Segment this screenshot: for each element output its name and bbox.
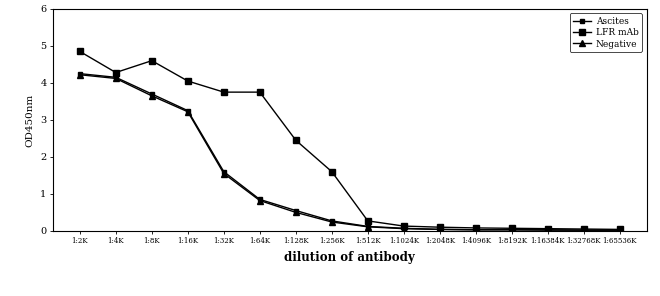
Ascites	[112, 75, 119, 79]
Ascites	[472, 228, 480, 231]
Negative	[292, 211, 300, 214]
LFR mAb	[544, 227, 552, 230]
Ascites	[184, 109, 192, 112]
LFR mAb	[400, 224, 408, 228]
Ascites	[544, 228, 552, 231]
LFR mAb	[616, 228, 624, 231]
Negative	[256, 199, 264, 202]
LFR mAb	[76, 50, 84, 53]
LFR mAb	[148, 59, 156, 62]
LFR mAb	[184, 79, 192, 83]
Ascites	[256, 198, 264, 201]
Negative	[364, 225, 372, 229]
Negative	[76, 73, 84, 76]
Ascites	[364, 225, 372, 228]
X-axis label: dilution of antibody: dilution of antibody	[284, 251, 415, 264]
LFR mAb	[508, 226, 515, 230]
Ascites	[292, 209, 300, 212]
Ascites	[76, 72, 84, 75]
Y-axis label: OD450nm: OD450nm	[26, 93, 35, 147]
Negative	[436, 228, 444, 231]
LFR mAb	[256, 90, 264, 94]
Ascites	[328, 219, 336, 223]
Line: Negative: Negative	[77, 72, 622, 233]
LFR mAb	[328, 170, 336, 173]
Negative	[544, 229, 552, 232]
LFR mAb	[220, 90, 228, 94]
Ascites	[616, 229, 624, 232]
Ascites	[148, 92, 156, 96]
LFR mAb	[472, 226, 480, 230]
Ascites	[436, 228, 444, 231]
LFR mAb	[436, 226, 444, 229]
Negative	[148, 94, 156, 98]
Ascites	[400, 226, 408, 230]
Ascites	[220, 170, 228, 173]
Legend: Ascites, LFR mAb, Negative: Ascites, LFR mAb, Negative	[570, 13, 642, 52]
LFR mAb	[364, 219, 372, 223]
Negative	[472, 228, 480, 231]
Negative	[508, 228, 515, 231]
Ascites	[580, 229, 588, 232]
Negative	[220, 172, 228, 175]
LFR mAb	[292, 139, 300, 142]
Negative	[112, 77, 119, 80]
Negative	[328, 220, 336, 224]
Ascites	[508, 228, 515, 231]
Negative	[580, 229, 588, 232]
Negative	[400, 227, 408, 230]
Negative	[616, 229, 624, 232]
LFR mAb	[580, 227, 588, 231]
Negative	[184, 110, 192, 113]
Line: LFR mAb: LFR mAb	[77, 48, 623, 233]
LFR mAb	[112, 71, 119, 74]
Line: Ascites: Ascites	[78, 72, 622, 232]
